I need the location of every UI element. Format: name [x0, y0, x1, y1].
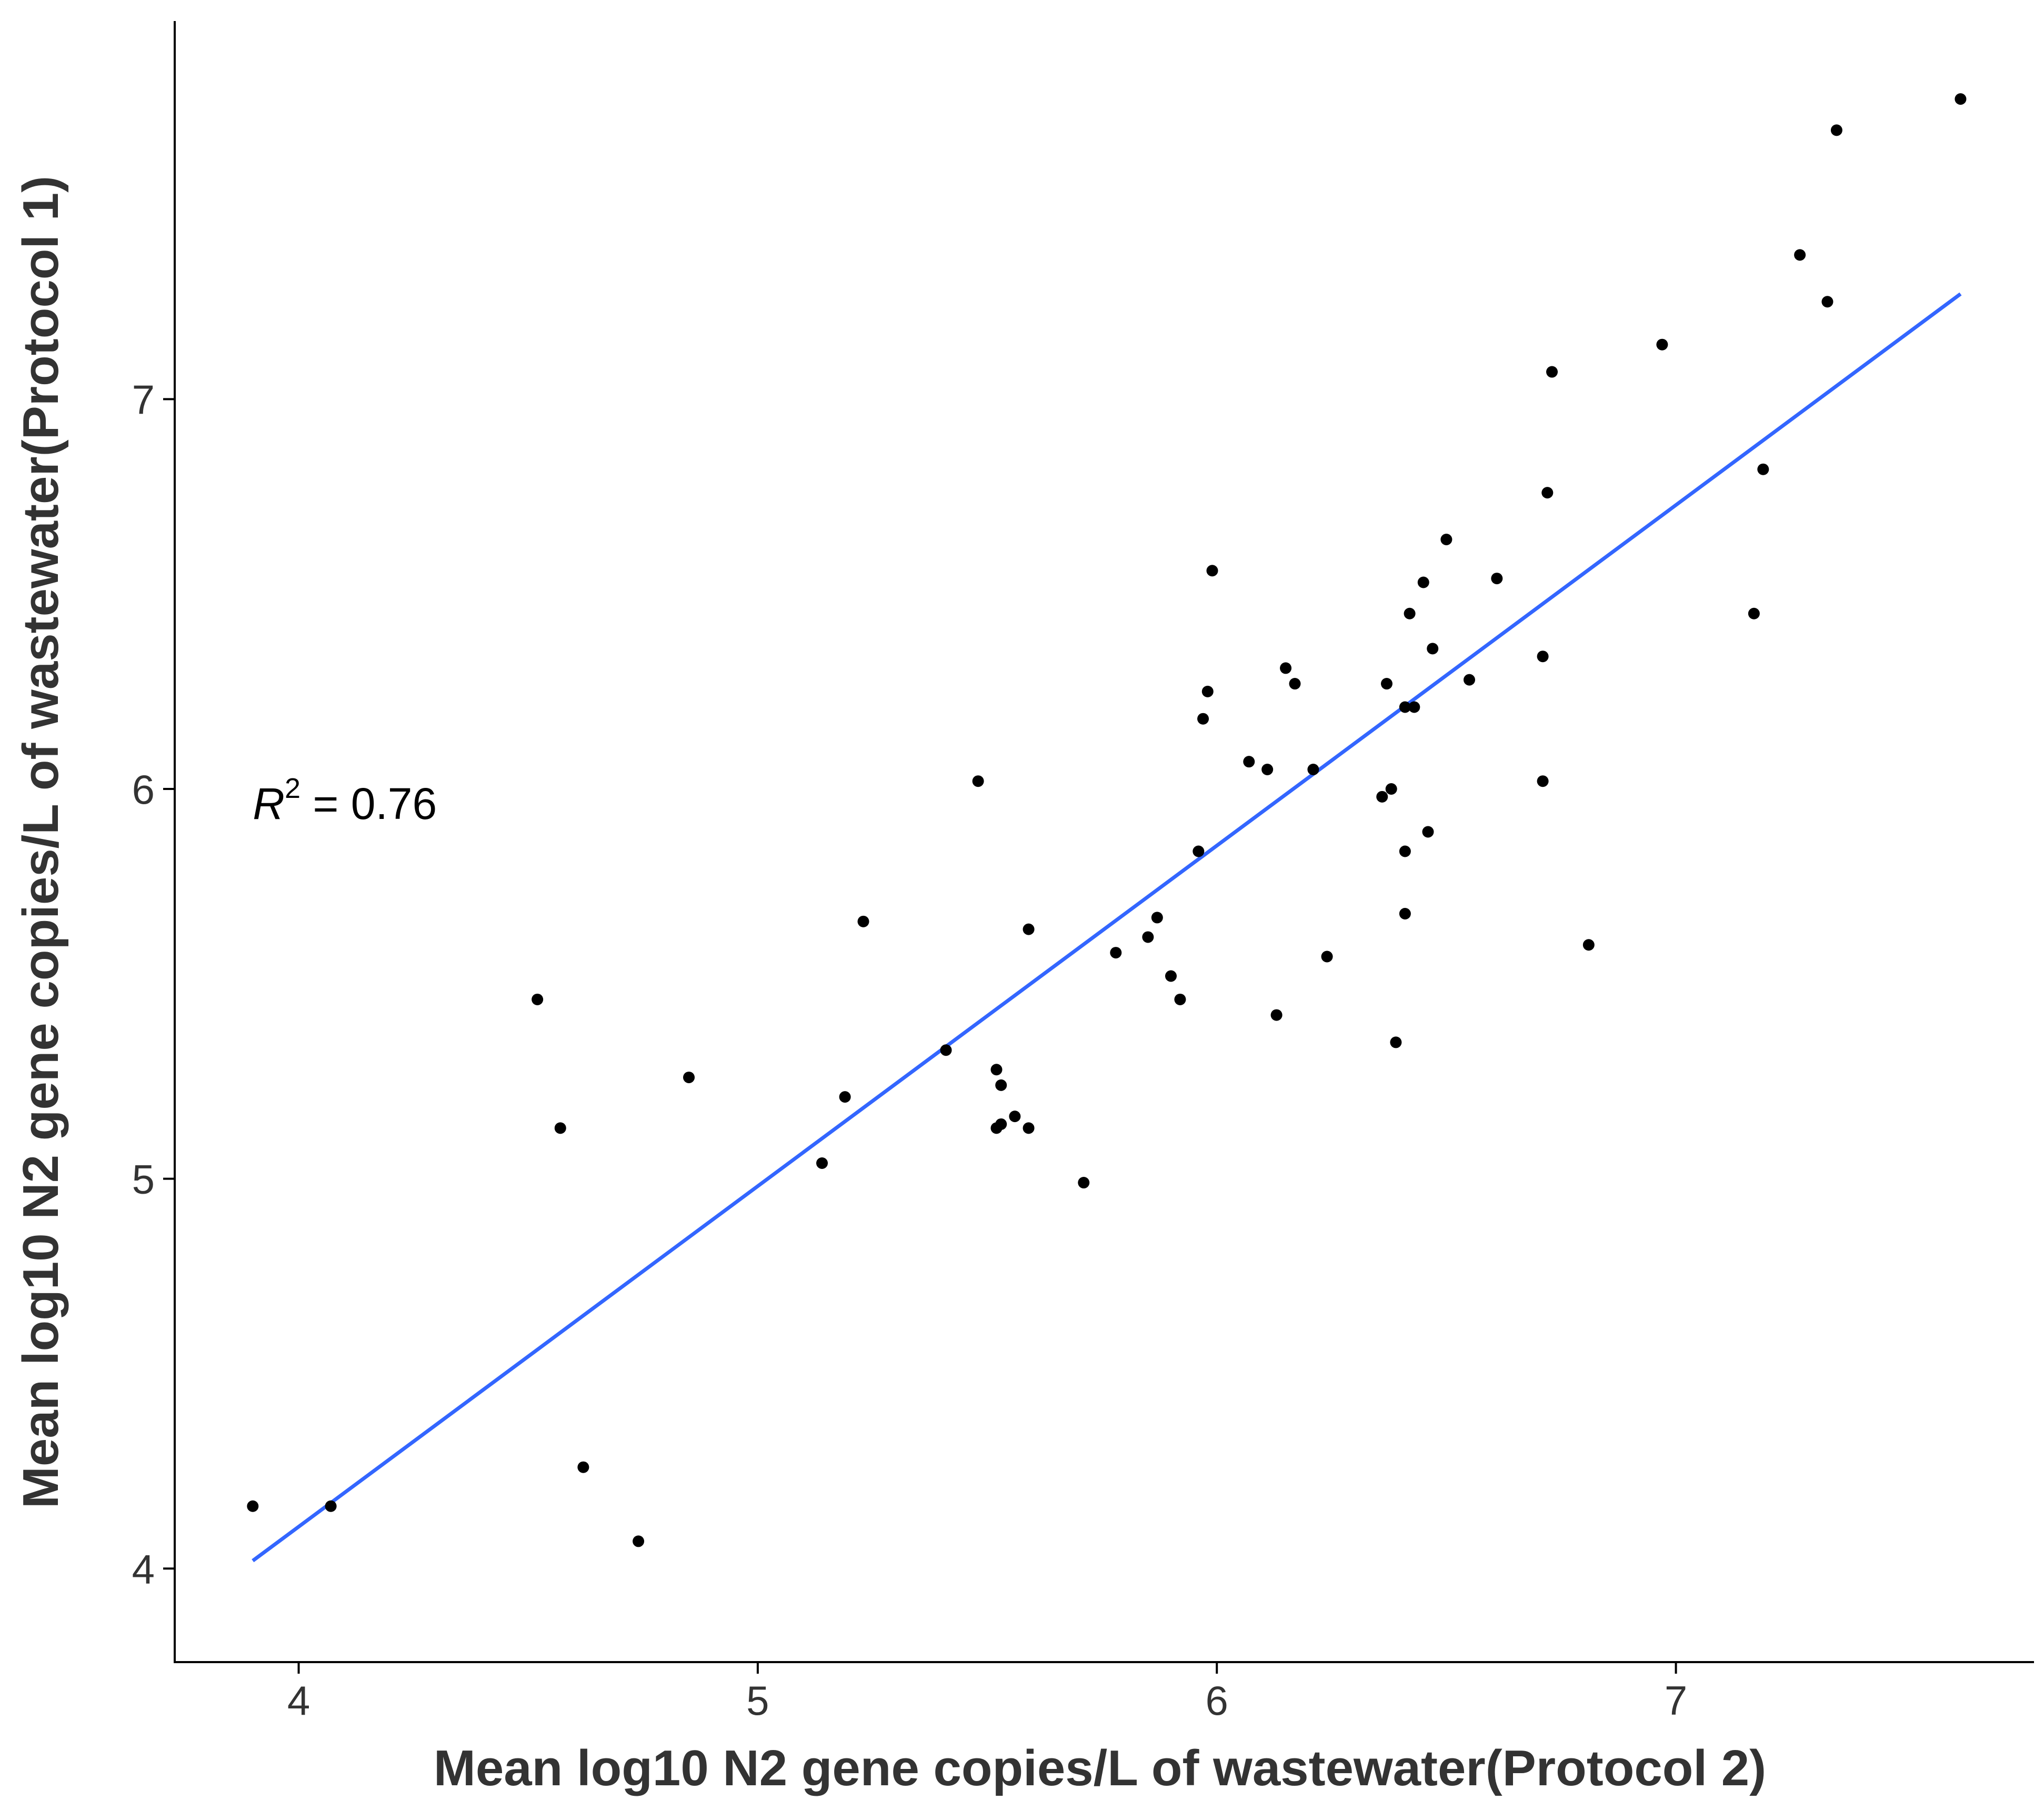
- data-point: [1537, 775, 1549, 787]
- data-point: [1582, 939, 1595, 951]
- data-point: [1197, 713, 1209, 725]
- data-point: [1280, 662, 1292, 674]
- data-point: [1537, 651, 1549, 663]
- data-point: [1193, 845, 1205, 857]
- data-point: [1404, 607, 1416, 619]
- r-squared-annotation: R2 = 0.76: [253, 773, 437, 828]
- data-point: [1390, 1036, 1402, 1048]
- data-point: [972, 775, 984, 787]
- data-point: [1009, 1111, 1021, 1123]
- data-point: [554, 1122, 566, 1134]
- data-point: [1385, 783, 1397, 795]
- y-axis-title: Mean log10 N2 gene copies/L of wastewate…: [13, 176, 69, 1508]
- axes: 4 5 6 7 4 5 6 7: [132, 21, 2034, 1724]
- data-point: [1321, 951, 1333, 963]
- fit-line-layer: [252, 292, 1962, 1563]
- r-superscript: 2: [285, 773, 300, 804]
- data-point: [839, 1091, 851, 1103]
- x-tick-label: 4: [287, 1677, 310, 1724]
- data-point: [1023, 923, 1035, 935]
- data-point: [532, 993, 544, 1005]
- data-point: [1830, 124, 1842, 136]
- data-point: [1261, 763, 1274, 775]
- data-point: [1440, 534, 1452, 546]
- data-point: [1399, 845, 1411, 857]
- y-tick-label: 4: [132, 1546, 155, 1592]
- y-tick-label: 5: [132, 1156, 155, 1203]
- data-point: [1422, 826, 1434, 838]
- data-point: [1541, 487, 1554, 499]
- data-point: [1151, 912, 1163, 924]
- data-point: [1078, 1177, 1090, 1189]
- x-tick-label: 7: [1665, 1677, 1687, 1724]
- data-point: [1270, 1009, 1282, 1021]
- data-point: [1546, 366, 1558, 378]
- data-point: [1307, 763, 1319, 775]
- data-point: [1243, 756, 1255, 768]
- data-point: [247, 1500, 259, 1512]
- data-point: [1955, 93, 1967, 105]
- points-layer: [247, 93, 1967, 1547]
- data-point: [1408, 701, 1420, 713]
- data-point: [325, 1500, 337, 1512]
- x-tick-label: 5: [746, 1677, 769, 1724]
- data-point: [995, 1079, 1007, 1091]
- data-point: [1206, 565, 1218, 577]
- data-point: [577, 1461, 589, 1473]
- data-point: [683, 1072, 695, 1084]
- y-tick-label: 7: [132, 376, 155, 423]
- data-point: [1174, 993, 1186, 1005]
- r-value: = 0.76: [300, 779, 437, 828]
- data-point: [1289, 678, 1301, 690]
- data-point: [1399, 701, 1411, 713]
- data-point: [633, 1535, 645, 1547]
- data-point: [1165, 970, 1177, 982]
- data-point: [1110, 947, 1122, 959]
- data-point: [1380, 678, 1392, 690]
- data-point: [1023, 1122, 1035, 1134]
- y-tick-label: 6: [132, 766, 155, 813]
- data-point: [1491, 573, 1503, 585]
- data-point: [1417, 576, 1429, 588]
- data-point: [1427, 643, 1439, 655]
- data-point: [1821, 296, 1833, 308]
- data-point: [1748, 607, 1760, 619]
- regression-line: [252, 292, 1962, 1563]
- data-point: [816, 1157, 828, 1169]
- data-point: [995, 1118, 1007, 1130]
- data-point: [1757, 463, 1769, 475]
- data-point: [1656, 338, 1668, 351]
- data-point: [940, 1044, 952, 1056]
- r-symbol: R: [253, 779, 285, 828]
- data-point: [1142, 931, 1154, 943]
- data-point: [1376, 791, 1388, 803]
- x-axis-title: Mean log10 N2 gene copies/L of wastewate…: [434, 1740, 1766, 1796]
- data-point: [1399, 908, 1411, 920]
- data-point: [1201, 685, 1214, 697]
- data-point: [1464, 674, 1476, 686]
- data-point: [857, 915, 869, 927]
- x-tick-label: 6: [1206, 1677, 1228, 1724]
- data-point: [1794, 249, 1806, 261]
- data-point: [990, 1064, 1003, 1076]
